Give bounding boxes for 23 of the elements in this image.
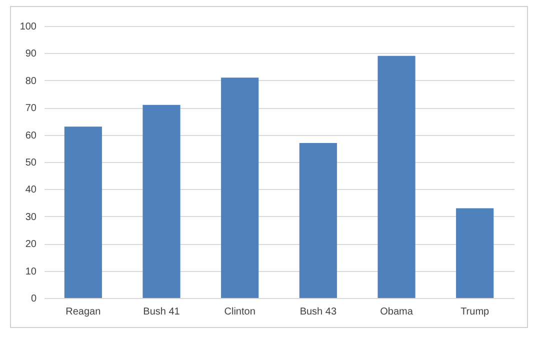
bar bbox=[142, 104, 180, 298]
bar bbox=[299, 142, 337, 298]
x-tick-label: Reagan bbox=[66, 306, 101, 318]
y-tick-label: 30 bbox=[25, 212, 37, 223]
y-tick-label: 10 bbox=[25, 266, 37, 278]
bar bbox=[378, 56, 416, 298]
y-tick-label: 60 bbox=[25, 130, 37, 142]
y-tick-label: 80 bbox=[25, 76, 37, 87]
x-tick-label: Bush 43 bbox=[300, 306, 337, 318]
x-tick-label: Bush 41 bbox=[143, 306, 180, 318]
bar bbox=[456, 208, 494, 298]
bar bbox=[64, 126, 102, 298]
x-tick-label: Trump bbox=[460, 306, 490, 318]
y-tick-label: 0 bbox=[30, 294, 37, 304]
y-tick-label: 100 bbox=[20, 22, 37, 32]
y-tick-label: 50 bbox=[25, 158, 37, 168]
y-tick-label: 20 bbox=[25, 239, 37, 250]
y-tick-label: 90 bbox=[25, 48, 37, 60]
y-tick-label: 40 bbox=[25, 184, 37, 196]
x-tick-label: Obama bbox=[380, 306, 414, 318]
bar bbox=[221, 78, 259, 298]
x-tick-label: Clinton bbox=[224, 306, 256, 318]
y-tick-label: 70 bbox=[25, 103, 37, 114]
